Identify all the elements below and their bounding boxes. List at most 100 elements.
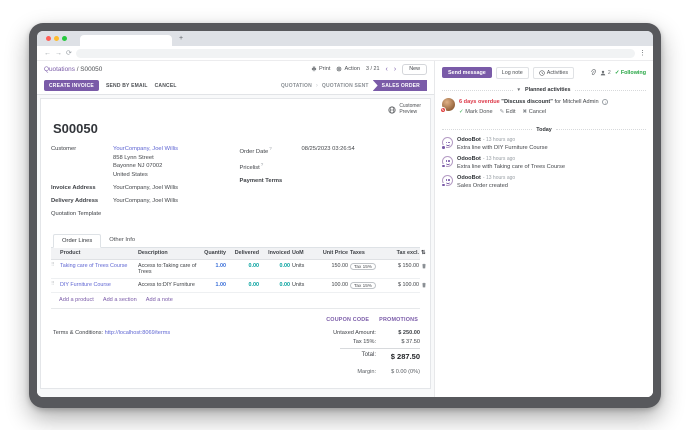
send-by-email-button[interactable]: SEND BY EMAIL bbox=[105, 82, 148, 89]
totals-block: Untaxed Amount: $ 250.00 Tax 15%: $ 37.5… bbox=[302, 330, 420, 378]
pager-next-icon[interactable]: › bbox=[393, 65, 397, 73]
chevron-down-icon: ▾ bbox=[517, 87, 520, 93]
add-product-link[interactable]: Add a product bbox=[59, 296, 94, 303]
row-description[interactable]: Access to:DIY Furniture bbox=[138, 281, 195, 288]
form-sheet: Customer Preview S00050 Customer YourCom… bbox=[40, 98, 431, 389]
send-message-button[interactable]: Send message bbox=[442, 67, 492, 78]
table-add-links: Add a product Add a section Add a note bbox=[51, 293, 420, 308]
tax-badge[interactable]: Tax 15% bbox=[350, 281, 376, 289]
customer-value: YourCompany, Joel Willis 858 Lynn Street… bbox=[113, 146, 232, 178]
row-description[interactable]: Access to:Taking care of Trees bbox=[138, 262, 197, 275]
status-sales-order[interactable]: SALES ORDER bbox=[372, 80, 427, 91]
address-bar[interactable] bbox=[75, 48, 635, 58]
create-invoice-button[interactable]: CREATE INVOICE bbox=[44, 80, 99, 91]
back-icon[interactable]: ← bbox=[44, 49, 51, 57]
message-author[interactable]: OdooBot bbox=[457, 174, 481, 181]
header-uom[interactable]: UoM bbox=[292, 250, 304, 256]
message-author[interactable]: OdooBot bbox=[457, 137, 481, 144]
drag-handle-icon[interactable]: ⠿ bbox=[51, 280, 55, 287]
header-subtotal[interactable]: Tax excl. bbox=[396, 250, 419, 256]
field-pricelist: Pricelist? bbox=[240, 162, 421, 171]
order-date-value[interactable]: 08/25/2023 03:26:54 bbox=[301, 146, 355, 152]
close-window-button[interactable] bbox=[46, 36, 51, 41]
header-unit-price[interactable]: Unit Price bbox=[322, 250, 348, 256]
header-taxes[interactable]: Taxes bbox=[350, 250, 365, 256]
forward-icon[interactable]: → bbox=[55, 49, 62, 57]
customer-label: Customer bbox=[51, 146, 77, 152]
info-icon[interactable]: i bbox=[602, 98, 609, 105]
quotation-template-label: Quotation Template bbox=[51, 210, 102, 217]
quotation-template-value[interactable] bbox=[131, 211, 232, 217]
header-delivered[interactable]: Delivered bbox=[234, 250, 259, 256]
margin-label: Margin: bbox=[357, 368, 376, 375]
minimize-window-button[interactable] bbox=[54, 36, 59, 41]
new-button[interactable]: New bbox=[402, 63, 427, 75]
row-invoiced[interactable]: 0.00 bbox=[279, 262, 291, 269]
row-product[interactable]: DIY Furniture Course bbox=[60, 281, 111, 288]
coupon-code-button[interactable]: COUPON CODE bbox=[326, 316, 370, 323]
status-quotation[interactable]: QUOTATION bbox=[280, 82, 312, 89]
status-quotation-sent[interactable]: QUOTATION SENT bbox=[321, 82, 369, 89]
table-row[interactable]: ⠿ Taking care of Trees Course Access to:… bbox=[51, 260, 426, 279]
customer-preview-button[interactable]: Customer Preview bbox=[388, 103, 421, 116]
followers-button[interactable]: 2 bbox=[600, 70, 611, 76]
delivery-address-value[interactable]: YourCompany, Joel Willis bbox=[113, 197, 179, 204]
print-button[interactable]: Print bbox=[311, 66, 330, 72]
row-subtotal: $ 100.00 bbox=[398, 281, 419, 288]
header-invoiced[interactable]: Invoiced bbox=[268, 250, 290, 256]
chatter-panel: Send message Log note Activities 2 ✓ Fol… bbox=[435, 61, 653, 397]
action-button[interactable]: Action bbox=[336, 66, 360, 72]
tab-order-lines[interactable]: Order Lines bbox=[53, 233, 102, 248]
payment-terms-value[interactable] bbox=[302, 178, 421, 184]
terms-link[interactable]: http://localhost:8069/terms bbox=[104, 329, 171, 336]
delete-row-icon[interactable] bbox=[421, 282, 427, 288]
promotions-button[interactable]: PROMOTIONS bbox=[379, 316, 418, 323]
row-product[interactable]: Taking care of Trees Course bbox=[60, 262, 128, 269]
tab-other-info[interactable]: Other Info bbox=[109, 236, 136, 243]
row-unit-price[interactable]: 100.00 bbox=[331, 281, 349, 288]
customer-link[interactable]: YourCompany, Joel Willis bbox=[113, 146, 179, 152]
planned-activities-header[interactable]: ▾ Planned activities bbox=[442, 87, 646, 93]
cancel-button[interactable]: CANCEL bbox=[154, 82, 177, 89]
row-invoiced[interactable]: 0.00 bbox=[279, 281, 291, 288]
tax-badge[interactable]: Tax 15% bbox=[350, 262, 376, 270]
invoice-address-value[interactable]: YourCompany, Joel Willis bbox=[113, 184, 179, 191]
row-uom[interactable]: Units bbox=[292, 262, 305, 269]
attachments-button[interactable] bbox=[590, 69, 597, 76]
drag-handle-icon[interactable]: ⠿ bbox=[51, 261, 55, 268]
add-note-link[interactable]: Add a note bbox=[145, 296, 173, 303]
browser-tab[interactable] bbox=[80, 35, 172, 46]
log-note-button[interactable]: Log note bbox=[495, 66, 529, 79]
row-delivered[interactable]: 0.00 bbox=[248, 281, 260, 288]
field-customer: Customer YourCompany, Joel Willis 858 Ly… bbox=[51, 146, 232, 178]
row-quantity[interactable]: 1.00 bbox=[215, 281, 227, 288]
row-quantity[interactable]: 1.00 bbox=[215, 262, 227, 269]
odoobot-avatar bbox=[441, 174, 453, 188]
breadcrumb-quotations[interactable]: Quotations bbox=[44, 65, 75, 73]
following-button[interactable]: ✓ Following bbox=[614, 69, 646, 76]
delete-row-icon[interactable] bbox=[421, 263, 427, 269]
table-row[interactable]: ⠿ DIY Furniture Course Access to:DIY Fur… bbox=[51, 279, 426, 293]
mark-done-button[interactable]: ✓ Mark Done bbox=[459, 108, 493, 115]
reload-icon[interactable]: ⟳ bbox=[66, 49, 72, 57]
message-author[interactable]: OdooBot bbox=[457, 155, 481, 162]
browser-menu-icon[interactable]: ⋮ bbox=[639, 49, 646, 57]
row-unit-price[interactable]: 150.00 bbox=[331, 262, 349, 269]
totals-divider bbox=[340, 347, 420, 349]
pager-previous-icon[interactable]: ‹ bbox=[385, 65, 388, 73]
column-options-icon[interactable]: ⇅ bbox=[421, 250, 426, 256]
new-tab-icon[interactable]: + bbox=[179, 35, 184, 42]
message-body: Extra line with DIY Furniture Course bbox=[457, 145, 548, 152]
header-quantity[interactable]: Quantity bbox=[204, 250, 226, 256]
cancel-activity-button[interactable]: ✖ Cancel bbox=[522, 108, 547, 115]
header-product[interactable]: Product bbox=[60, 250, 81, 256]
chat-badge-icon bbox=[441, 163, 446, 169]
edit-activity-button[interactable]: ✎ Edit bbox=[499, 108, 516, 115]
row-uom[interactable]: Units bbox=[292, 281, 305, 288]
maximize-window-button[interactable] bbox=[62, 36, 67, 41]
header-description[interactable]: Description bbox=[138, 250, 168, 256]
activities-button[interactable]: Activities bbox=[532, 66, 575, 79]
pricelist-value[interactable] bbox=[302, 162, 421, 171]
row-delivered[interactable]: 0.00 bbox=[248, 262, 260, 269]
add-section-link[interactable]: Add a section bbox=[102, 296, 137, 303]
